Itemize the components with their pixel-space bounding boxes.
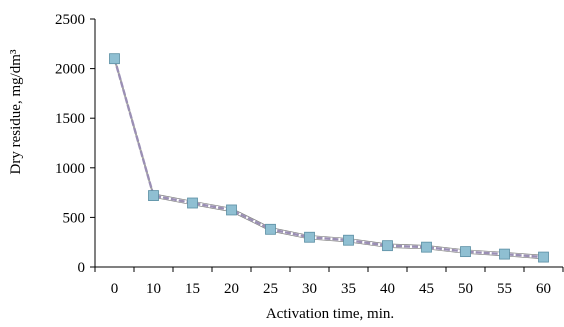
- data-point-marker: [499, 248, 510, 260]
- y-tick-label: 2000: [55, 62, 85, 78]
- x-tick-label: 55: [497, 281, 512, 297]
- x-axis-label: Activation time, min.: [266, 306, 394, 322]
- y-tick-label: 2500: [55, 12, 85, 28]
- x-tick-label: 50: [458, 281, 473, 297]
- series-line: [113, 58, 544, 259]
- x-tick-label: 20: [224, 281, 239, 297]
- tick-labels: 0 500 1000 1500 2000 2500 0 10 15 20 25 30 35 40 45 50 5…: [55, 12, 551, 297]
- x-tick-label: 15: [185, 281, 200, 297]
- x-tick-label: 45: [419, 281, 434, 297]
- series-outline-lower: [114, 60, 544, 260]
- x-tick-label: 35: [341, 281, 356, 297]
- x-tick-label: 10: [146, 281, 161, 297]
- data-point-marker: [148, 190, 159, 201]
- data-point-marker: [343, 234, 354, 246]
- y-tick-label: 0: [78, 260, 86, 276]
- data-point-marker: [382, 240, 393, 252]
- data-point-marker: [460, 246, 471, 258]
- data-point-marker: [421, 241, 432, 253]
- data-markers: [109, 53, 549, 263]
- axes: [90, 18, 564, 272]
- x-tick-label: 60: [536, 281, 551, 297]
- data-point-marker: [265, 223, 276, 235]
- data-point-marker: [109, 53, 120, 65]
- x-tick-label: 25: [263, 281, 278, 297]
- y-tick-label: 1500: [55, 111, 85, 127]
- series-lines: [113, 56, 544, 260]
- data-point-marker: [226, 204, 237, 216]
- x-tick-label: 40: [380, 281, 395, 297]
- data-point-marker: [187, 197, 198, 209]
- y-axis-label: Dry residue, mg/dm³: [8, 49, 24, 174]
- data-point-marker: [538, 251, 549, 263]
- y-tick-label: 500: [63, 210, 86, 226]
- x-tick-label: 30: [302, 281, 317, 297]
- data-point-marker: [304, 231, 315, 243]
- x-tick-label: 0: [111, 281, 119, 297]
- y-tick-label: 1000: [55, 161, 85, 177]
- series-outline-upper: [114, 56, 544, 256]
